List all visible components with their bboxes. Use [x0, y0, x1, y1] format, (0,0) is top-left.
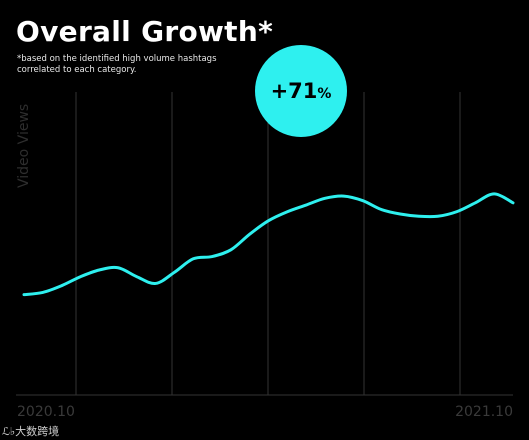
- x-tick-label: 2020.10: [17, 404, 75, 420]
- chart-series: [22, 192, 515, 297]
- data-point: [41, 291, 44, 294]
- data-point: [399, 213, 402, 216]
- chart-gridlines: [75, 92, 461, 395]
- data-point: [286, 210, 289, 213]
- data-point: [417, 215, 420, 218]
- data-point: [493, 192, 496, 195]
- data-point: [60, 284, 63, 287]
- data-point: [305, 204, 308, 207]
- data-point: [173, 271, 176, 274]
- data-point: [512, 201, 515, 204]
- data-point: [117, 266, 120, 269]
- data-point: [229, 248, 232, 251]
- data-point: [455, 210, 458, 213]
- y-axis-label: Video Views: [16, 103, 32, 188]
- data-point: [98, 269, 101, 272]
- subtitle-line-1: *based on the identified high volume has…: [17, 54, 217, 64]
- x-tick-label: 2021.10: [455, 404, 513, 420]
- data-point: [436, 215, 439, 218]
- data-point: [361, 199, 364, 202]
- chart-subtitle: *based on the identified high volume has…: [17, 54, 247, 76]
- data-point: [248, 233, 251, 236]
- data-point: [135, 275, 138, 278]
- watermark-logo: ℒ♭大数跨境: [2, 425, 60, 438]
- growth-unit: %: [317, 85, 332, 102]
- series-line: [22, 192, 515, 297]
- data-point: [192, 257, 195, 260]
- data-point: [23, 293, 26, 296]
- data-point: [154, 282, 157, 285]
- growth-value: +71: [270, 79, 318, 103]
- subtitle-line-2: correlated to each category.: [17, 65, 137, 75]
- data-point: [323, 197, 326, 200]
- data-point: [380, 208, 383, 211]
- data-point: [342, 195, 345, 198]
- chart-title: Overall Growth*: [16, 15, 274, 48]
- growth-badge: +71%: [255, 45, 347, 137]
- data-point: [79, 275, 82, 278]
- data-point: [211, 255, 214, 258]
- data-point: [267, 219, 270, 222]
- data-point: [474, 201, 477, 204]
